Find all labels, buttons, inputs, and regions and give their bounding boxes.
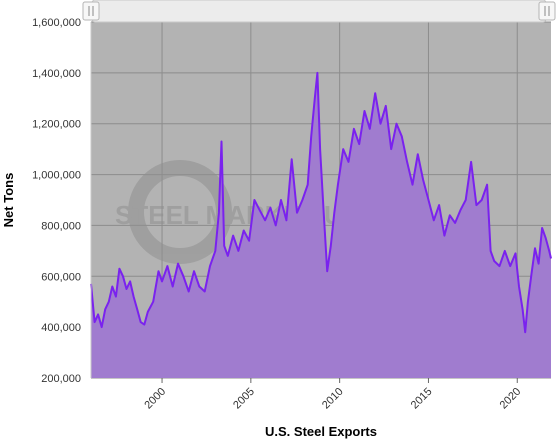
x-axis-title: U.S. Steel Exports xyxy=(265,424,377,439)
x-tick-label: 2000 xyxy=(142,386,168,412)
y-tick-label: 400,000 xyxy=(41,322,81,334)
x-tick-label: 2005 xyxy=(231,386,257,412)
x-tick-label: 2010 xyxy=(320,386,346,412)
y-axis-ticks: 200,000 400,000 600,000 800,000 1,000,000 1,2… xyxy=(32,17,81,385)
range-navigator-track[interactable] xyxy=(91,0,547,23)
range-handle-right[interactable] xyxy=(538,1,556,21)
x-axis-ticks: 2000 2005 2010 2015 2020 xyxy=(142,378,523,411)
y-tick-label: 200,000 xyxy=(41,373,81,385)
x-tick-label: 2020 xyxy=(498,386,524,412)
series-line xyxy=(90,71,552,334)
y-tick-label: 1,200,000 xyxy=(32,119,81,131)
y-tick-label: 1,600,000 xyxy=(32,17,81,29)
y-tick-label: 800,000 xyxy=(41,220,81,232)
y-tick-label: 1,000,000 xyxy=(32,170,81,182)
series-area-fill xyxy=(91,72,551,379)
series-layer xyxy=(90,71,552,379)
range-navigator[interactable] xyxy=(82,0,556,23)
range-handle-left[interactable] xyxy=(82,1,100,21)
y-tick-label: 600,000 xyxy=(41,271,81,283)
x-tick-label: 2015 xyxy=(409,386,435,412)
y-tick-label: 1,400,000 xyxy=(32,68,81,80)
y-axis-title: Net Tons xyxy=(1,173,16,228)
